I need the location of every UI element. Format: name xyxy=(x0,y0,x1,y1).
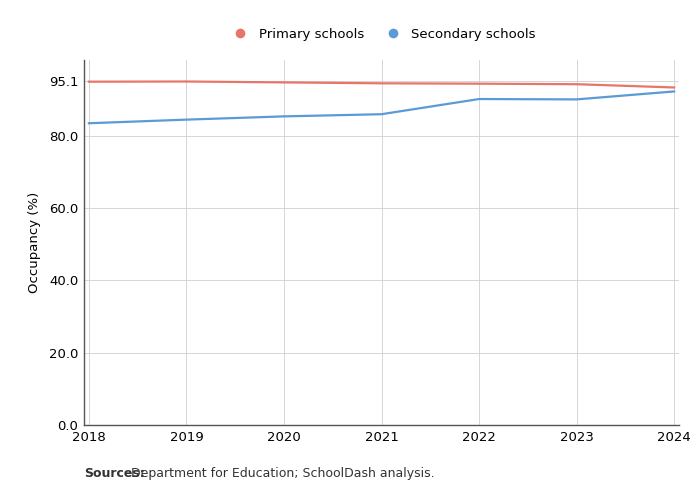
Legend: Primary schools, Secondary schools: Primary schools, Secondary schools xyxy=(222,23,541,46)
Text: Department for Education; SchoolDash analysis.: Department for Education; SchoolDash ana… xyxy=(127,467,435,480)
Y-axis label: Occupancy (%): Occupancy (%) xyxy=(27,192,41,293)
Text: Sources:: Sources: xyxy=(84,467,145,480)
